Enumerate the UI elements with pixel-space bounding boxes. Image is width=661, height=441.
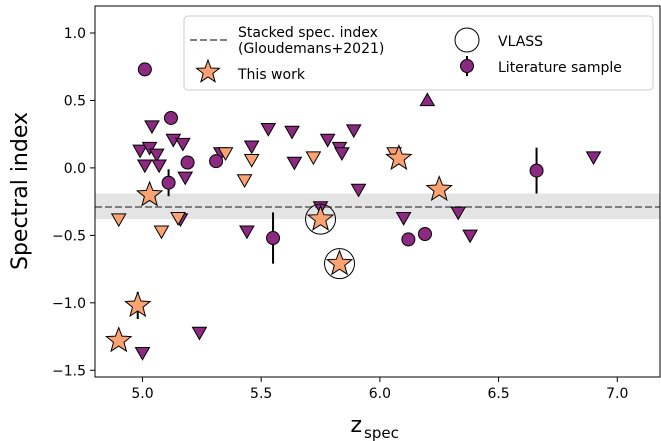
literature-upper-limit-point <box>177 171 194 186</box>
this-work-point <box>306 204 335 231</box>
literature-upper-limit-point <box>191 326 208 341</box>
literature-upper-limit-point <box>284 125 300 140</box>
literature-upper-limit-point <box>174 137 191 152</box>
literature-upper-limit-point <box>462 229 478 244</box>
literature-point <box>163 110 178 125</box>
literature-upper-limit-point <box>136 159 153 174</box>
x-tick-label: 5.0 <box>131 386 153 402</box>
literature-point <box>529 163 544 178</box>
this-work-upper-limit-point <box>170 212 186 226</box>
x-tick-label: 5.5 <box>250 386 272 402</box>
legend-literature-circle-icon <box>460 59 474 73</box>
this-work-point <box>105 326 133 353</box>
literature-point <box>137 62 152 77</box>
literature-point <box>161 175 176 190</box>
this-work-upper-limit-point <box>236 174 253 189</box>
literature-upper-limit-point <box>243 140 260 155</box>
literature-upper-limit-point <box>134 346 151 361</box>
y-tick-label: 0.0 <box>64 161 86 177</box>
y-tick-label: −0.5 <box>52 228 86 244</box>
y-axis-ticks: 1.0 0.5 0.0 −0.5 −1.0 −1.5 <box>52 26 95 379</box>
y-axis-label: Spectral index <box>8 112 33 270</box>
legend-stacked-label-line2: (Gloudemans+2021) <box>238 41 384 57</box>
literature-upper-limit-point <box>319 133 336 148</box>
x-axis-label-subscript: spec <box>364 424 399 441</box>
legend-stacked-label-line1: Stacked spec. index <box>238 25 378 41</box>
this-work-point <box>124 291 152 318</box>
stacked-index-layer <box>95 193 660 220</box>
vlass-circle <box>305 203 337 235</box>
legend-star-shape <box>195 58 221 83</box>
legend-vlass-label: VLASS <box>498 34 543 50</box>
vlass-circle <box>324 248 356 280</box>
literature-upper-limit-point <box>239 225 255 240</box>
this-work-point <box>135 180 164 207</box>
literature-upper-limit-point <box>151 159 167 174</box>
x-tick-label: 6.0 <box>369 386 391 402</box>
literature-upper-limit-point <box>260 123 277 137</box>
y-tick-label: −1.5 <box>52 363 86 379</box>
literature-upper-limit-point <box>144 120 160 135</box>
x-axis-label: z <box>350 413 362 438</box>
legend-literature-label: Literature sample <box>498 60 622 76</box>
literature-upper-limit-point <box>585 151 602 166</box>
literature-point <box>180 155 195 170</box>
this-work-upper-limit-point <box>243 154 260 168</box>
this-work-upper-limit-point <box>110 213 127 228</box>
legend-vlass-circle-icon <box>454 27 480 53</box>
literature-upper-limit-point <box>395 212 412 226</box>
literature-point <box>401 232 416 247</box>
literature-upper-limit-point <box>148 148 165 163</box>
y-tick-label: 1.0 <box>64 26 86 42</box>
literature-upper-limit-point <box>334 147 350 162</box>
literature-lower-limit-point <box>419 92 436 107</box>
this-work-point <box>325 249 354 276</box>
y-tick-label: −1.0 <box>52 296 86 312</box>
literature-upper-limit-point <box>286 156 303 171</box>
this-work-point <box>425 175 453 202</box>
legend: Stacked spec. index (Gloudemans+2021) Th… <box>183 15 654 91</box>
this-work-upper-limit-point <box>217 147 234 162</box>
literature-point <box>266 231 281 246</box>
legend-this-work-label: This work <box>237 67 306 83</box>
this-work-upper-limit-point <box>153 225 170 240</box>
this-work-point <box>385 143 413 171</box>
plot-frame <box>94 5 661 378</box>
legend-box <box>183 15 654 91</box>
legend-this-work-star-icon <box>195 58 221 83</box>
literature-upper-limit-point <box>132 144 148 159</box>
literature-upper-limit-point <box>141 141 158 156</box>
y-tick-label: 0.5 <box>64 93 86 109</box>
x-axis-ticks: 5.0 5.5 6.0 6.5 7.0 <box>131 377 628 402</box>
literature-upper-limit-point <box>345 124 362 139</box>
x-tick-label: 6.5 <box>487 386 509 402</box>
literature-point <box>209 154 224 169</box>
x-tick-label: 7.0 <box>606 386 628 402</box>
literature-upper-limit-point <box>350 183 367 198</box>
data-points-layer <box>105 62 602 361</box>
literature-upper-limit-point <box>450 206 467 221</box>
this-work-upper-limit-point <box>305 151 322 166</box>
literature-point <box>417 226 432 241</box>
